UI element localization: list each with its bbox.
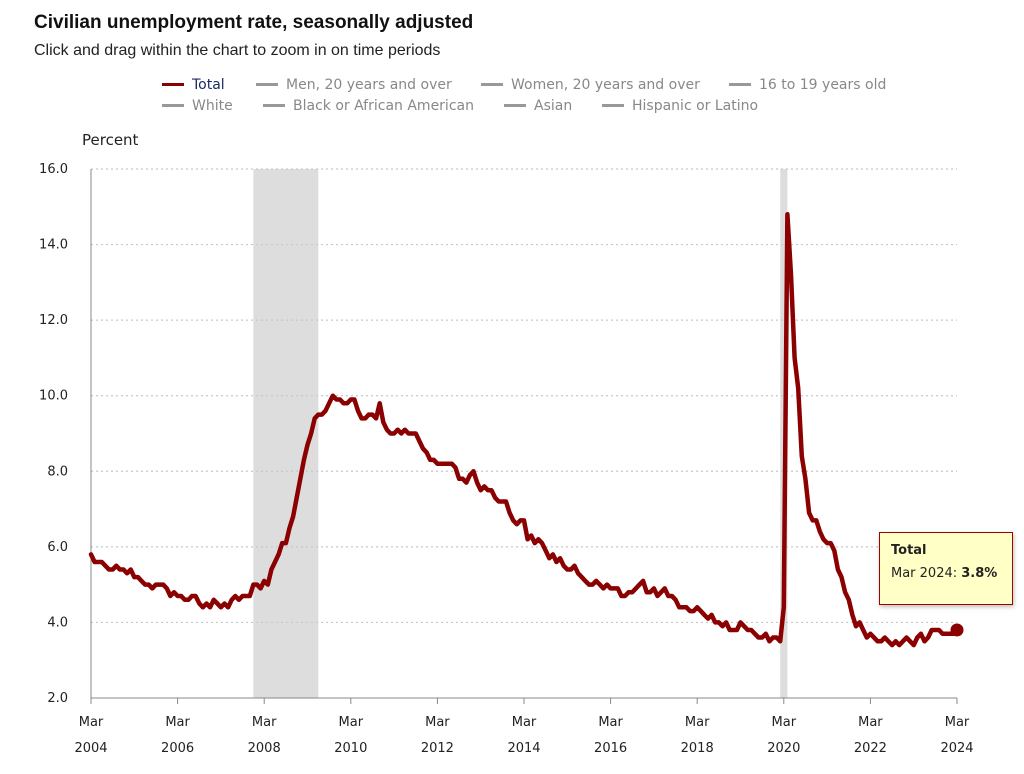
x-tick-year: 2012 xyxy=(421,741,454,756)
legend-swatch-hispanic xyxy=(602,103,624,107)
legend-label: Women, 20 years and over xyxy=(511,77,700,93)
x-tick-month: Mar xyxy=(425,715,450,730)
gridlines xyxy=(91,168,957,624)
legend-label: Black or African American xyxy=(293,98,474,114)
x-tick-month: Mar xyxy=(79,715,104,730)
legend-item-men[interactable]: Men, 20 years and over xyxy=(256,77,452,93)
x-tick-month: Mar xyxy=(858,715,883,730)
legend-item-hispanic[interactable]: Hispanic or Latino xyxy=(602,98,758,114)
legend-swatch-black xyxy=(263,103,285,107)
legend-item-teens[interactable]: 16 to 19 years old xyxy=(729,77,886,93)
legend-swatch-women xyxy=(481,82,503,86)
x-tick-year: 2024 xyxy=(940,741,973,756)
x-tick-year: 2010 xyxy=(334,741,367,756)
legend-label: White xyxy=(192,98,233,114)
data-tooltip: Total Mar 2024: 3.8% xyxy=(879,532,1013,605)
y-tick-label: 2.0 xyxy=(47,691,68,706)
x-tick-month: Mar xyxy=(685,715,710,730)
legend-item-black[interactable]: Black or African American xyxy=(263,98,474,114)
y-tick-label: 12.0 xyxy=(39,313,68,328)
tooltip-label: Mar 2024: xyxy=(891,566,958,581)
legend-swatch-teens xyxy=(729,82,751,86)
x-tick-year: 2014 xyxy=(507,741,540,756)
series-total xyxy=(88,212,964,648)
legend-item-women[interactable]: Women, 20 years and over xyxy=(481,77,700,93)
x-tick-year: 2004 xyxy=(74,741,107,756)
series-line-total xyxy=(88,212,963,648)
y-tick-label: 6.0 xyxy=(47,540,68,555)
y-tick-label: 10.0 xyxy=(39,389,68,404)
x-tick-year: 2018 xyxy=(681,741,714,756)
legend-swatch-men xyxy=(256,82,278,86)
legend-label: 16 to 19 years old xyxy=(759,77,887,93)
y-tick-label: 16.0 xyxy=(39,162,68,177)
legend-label: Men, 20 years and over xyxy=(286,77,452,93)
tooltip-body: Mar 2024: 3.8% xyxy=(891,566,1012,581)
legend-label: Hispanic or Latino xyxy=(632,98,759,114)
chart-subtitle: Click and drag within the chart to zoom … xyxy=(34,42,441,59)
recession-band xyxy=(253,169,319,698)
highlight-marker xyxy=(950,623,964,637)
axes: 2.0 4.0 6.0 8.0 10.0 12.0 14.0 16.0 Mar 2004 Mar 20… xyxy=(39,162,974,756)
legend-label: Asian xyxy=(534,98,573,114)
x-tick-month: Mar xyxy=(339,715,364,730)
tooltip-title: Total xyxy=(891,543,927,558)
x-tick-month: Mar xyxy=(512,715,537,730)
x-tick-year: 2008 xyxy=(248,741,281,756)
x-tick-month: Mar xyxy=(252,715,277,730)
legend-item-asian[interactable]: Asian xyxy=(504,98,572,114)
x-tick-month: Mar xyxy=(598,715,623,730)
x-tick-month: Mar xyxy=(945,715,970,730)
x-tick-year: 2020 xyxy=(767,741,800,756)
legend-swatch-asian xyxy=(504,103,526,107)
x-tick-month: Mar xyxy=(772,715,797,730)
legend-swatch-white xyxy=(162,103,184,107)
x-tick-year: 2022 xyxy=(854,741,887,756)
tooltip-value: 3.8% xyxy=(961,566,998,581)
legend-item-total[interactable]: Total xyxy=(162,77,225,93)
legend-item-white[interactable]: White xyxy=(162,98,233,114)
legend-label: Total xyxy=(192,77,225,93)
y-tick-label: 8.0 xyxy=(47,464,68,479)
legend-swatch-total xyxy=(162,82,184,86)
y-tick-label: 14.0 xyxy=(39,238,68,253)
y-tick-label: 4.0 xyxy=(47,615,68,630)
chart-title: Civilian unemployment rate, seasonally a… xyxy=(34,12,474,33)
x-tick-month: Mar xyxy=(165,715,190,730)
x-tick-year: 2006 xyxy=(161,741,194,756)
x-tick-year: 2016 xyxy=(594,741,627,756)
y-axis-label: Percent xyxy=(82,131,139,149)
